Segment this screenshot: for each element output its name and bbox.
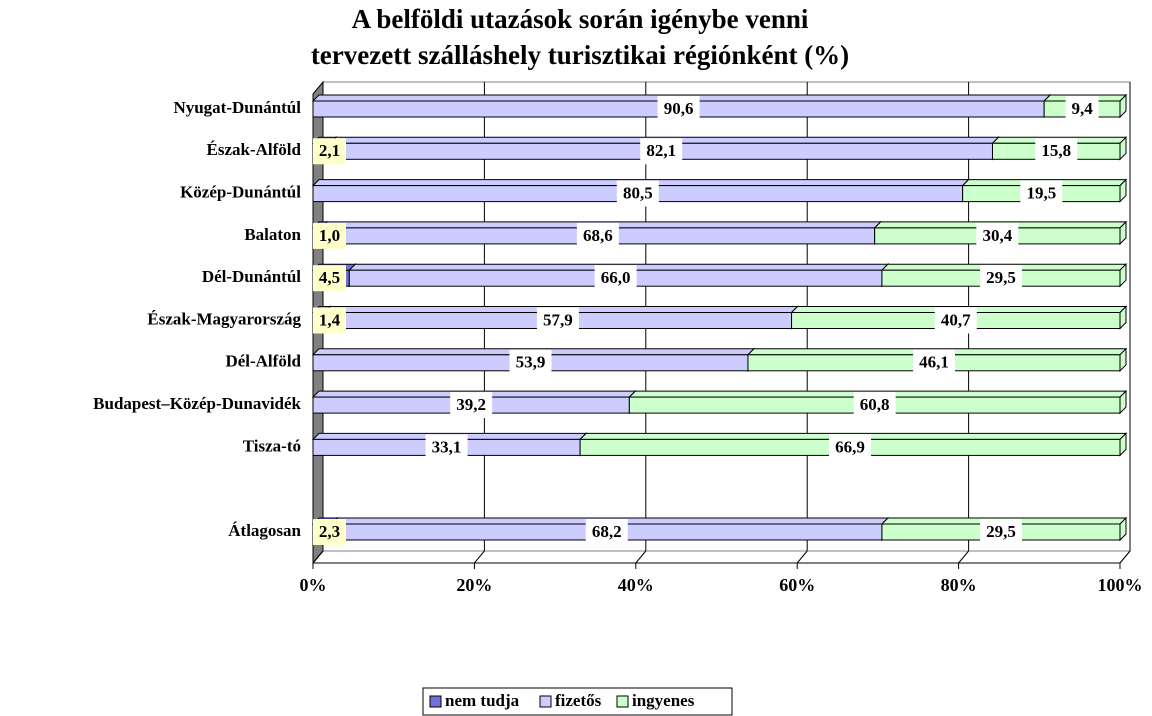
data-label-box: [1020, 180, 1063, 207]
y-tick-label: Budapest–Közép-Dunavidék: [93, 394, 301, 413]
y-tick-label: Átlagosan: [228, 521, 301, 540]
data-label-box: [313, 222, 346, 249]
data-label-box: [536, 307, 579, 334]
floor-grid-line: [958, 550, 969, 564]
data-label-box: [976, 222, 1019, 249]
floor-grid-line: [796, 550, 808, 564]
legend-label: nem tudja: [445, 691, 520, 710]
data-label: 66,9: [835, 437, 865, 456]
data-label: 90,6: [664, 99, 694, 118]
data-label: 30,4: [982, 226, 1012, 245]
data-label: 57,9: [543, 310, 573, 329]
legend-label: ingyenes: [632, 691, 695, 710]
data-label-box: [313, 519, 346, 545]
x-tick-label: 100%: [1098, 575, 1143, 595]
data-label-box: [509, 349, 552, 376]
data-label-box: [979, 519, 1022, 545]
data-label-box: [657, 96, 700, 122]
legend-swatch: [429, 695, 442, 708]
data-label: 68,2: [592, 522, 622, 541]
x-tick-label: 40%: [618, 575, 654, 595]
data-label: 60,8: [860, 395, 890, 414]
data-label: 80,5: [623, 184, 653, 203]
floor-grid-line: [1119, 550, 1131, 564]
floor-grid-line: [474, 550, 485, 564]
data-label: 1,4: [319, 310, 341, 329]
data-label-box: [979, 265, 1022, 292]
x-tick-label: 60%: [779, 575, 815, 595]
chart-title: A belföldi utazások során igénybe venni t…: [311, 4, 849, 70]
y-tick-label: Balaton: [244, 225, 301, 244]
data-label: 53,9: [516, 353, 546, 372]
legend-label: fizetős: [555, 691, 602, 710]
y-tick-label: Tisza-tó: [243, 436, 301, 455]
y-tick-label: Dél-Dunántúl: [202, 267, 301, 286]
data-label-box: [853, 392, 896, 419]
data-label: 15,8: [1041, 141, 1071, 160]
data-label: 39,2: [456, 395, 486, 414]
data-label: 33,1: [432, 437, 462, 456]
data-label: 29,5: [986, 522, 1016, 541]
legend-swatch: [539, 695, 552, 708]
data-label: 66,0: [601, 268, 631, 287]
data-label: 9,4: [1071, 99, 1093, 118]
data-label-box: [616, 180, 659, 207]
data-label-box: [640, 138, 683, 165]
floor-grid-line: [635, 550, 647, 564]
data-label-box: [313, 307, 346, 334]
floor-grid-line: [312, 550, 324, 564]
data-label: 2,3: [319, 522, 340, 541]
data-label-box: [1035, 138, 1078, 165]
data-label: 46,1: [919, 353, 949, 372]
legend-box: [422, 687, 733, 716]
data-label-box: [313, 265, 346, 292]
data-label: 19,5: [1026, 184, 1056, 203]
floor: [311, 550, 1132, 564]
y-tick-label: Nyugat-Dunántúl: [173, 98, 301, 117]
y-tick-label: Észak-Alföld: [207, 140, 302, 159]
data-label: 2,1: [319, 141, 340, 160]
data-label-box: [450, 392, 493, 419]
data-label-box: [576, 222, 619, 249]
data-label: 40,7: [941, 310, 971, 329]
y-tick-label: Közép-Dunántúl: [180, 183, 301, 202]
data-label-box: [1065, 96, 1099, 122]
x-tick-label: 80%: [941, 575, 977, 595]
legend-swatch: [616, 695, 629, 708]
data-label-box: [585, 519, 628, 545]
data-label: 29,5: [986, 268, 1016, 287]
data-label: 4,5: [319, 268, 340, 287]
x-tick-label: 20%: [456, 575, 492, 595]
data-label-box: [594, 265, 637, 292]
data-label-box: [313, 138, 346, 165]
y-tick-label: Dél-Alföld: [225, 352, 301, 371]
data-label-box: [912, 349, 955, 376]
x-tick-label: 0%: [300, 575, 327, 595]
data-label-box: [829, 434, 872, 461]
data-label-box: [425, 434, 468, 461]
data-label-box: [934, 307, 977, 334]
y-tick-label: Észak-Magyarország: [147, 309, 301, 328]
data-label: 82,1: [646, 141, 676, 160]
data-label: 68,6: [583, 226, 613, 245]
data-label: 1,0: [319, 226, 340, 245]
